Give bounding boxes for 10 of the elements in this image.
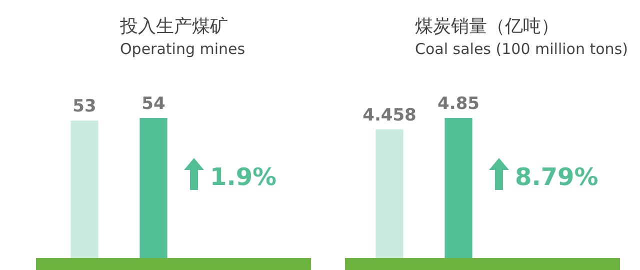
data-label: 4.458 bbox=[362, 105, 416, 126]
chart-title: 投入生产煤矿 bbox=[119, 16, 228, 37]
chart-subtitle: Coal sales (100 million tons) bbox=[415, 40, 628, 58]
chart-subtitle: Operating mines bbox=[120, 40, 246, 58]
text: 8.79% bbox=[515, 163, 598, 191]
text: 1.9% bbox=[210, 163, 277, 191]
chart-title: 煤炭销量（亿吨） bbox=[415, 16, 559, 37]
data-label: 54 bbox=[142, 94, 166, 114]
data-label: 53 bbox=[72, 96, 96, 117]
data-label: 4.85 bbox=[438, 94, 480, 114]
